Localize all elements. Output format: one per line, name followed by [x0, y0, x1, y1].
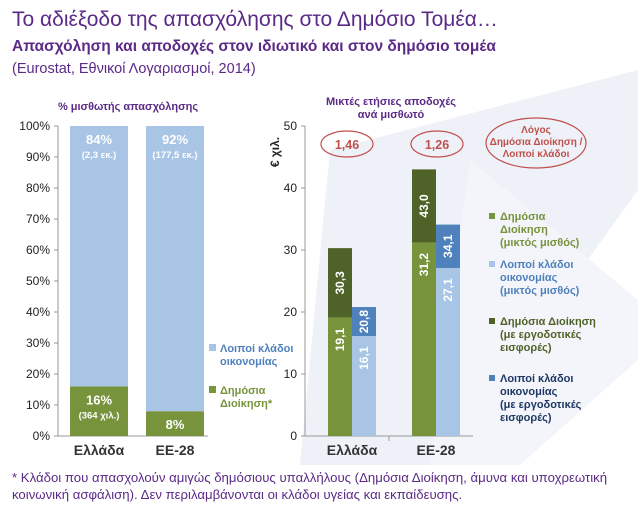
bar-segment [412, 169, 436, 243]
legend-label: Λοιποί κλάδοι [220, 343, 293, 355]
bar-segment [436, 224, 460, 268]
legend-label: οικονομίας [220, 356, 278, 368]
legend-label: Διοίκηση* [220, 398, 273, 410]
data-label: 84% [86, 132, 112, 147]
y-tick-label: 100% [19, 119, 50, 133]
bar-segment [328, 248, 352, 318]
y-tick-label: 60% [26, 243, 50, 257]
category-label: ΕΕ-28 [156, 442, 195, 458]
data-label: 20,8 [357, 310, 371, 334]
category-label: Ελλάδα [327, 442, 378, 458]
bar-segment [352, 307, 376, 337]
ratio-oval [320, 130, 374, 158]
ratio-legend-text: Λοιποί κλάδοι [503, 149, 570, 160]
y-tick-label: 50 [284, 119, 298, 133]
legend-label: Λοιποί κλάδοι [500, 373, 573, 385]
bar-segment [70, 386, 128, 436]
legend-swatch [489, 213, 495, 219]
bar-segment [352, 336, 376, 436]
y-tick-label: 40% [26, 305, 50, 319]
data-label: 43,0 [417, 194, 431, 218]
y-tick-label: 10% [26, 398, 50, 412]
y-tick-label: 30% [26, 336, 50, 350]
ratio-legend-oval [485, 117, 587, 169]
legend-label: Δημόσια [500, 211, 546, 223]
y-axis-label: € χιλ. [268, 137, 282, 167]
y-tick-label: 30 [284, 243, 298, 257]
bar-segment [146, 126, 204, 412]
page-title: Το αδιέξοδο της απασχόλησης στο Δημόσιο … [12, 8, 498, 31]
chart-title: % μισθωτής απασχόλησης [58, 101, 198, 113]
bar-segment [328, 317, 352, 436]
legend-label: Δημόσια [220, 385, 266, 397]
data-label: 8% [166, 417, 185, 432]
legend-swatch [489, 261, 495, 267]
legend-swatch [209, 386, 216, 393]
legend-label: (με εργοδοτικές [500, 329, 582, 341]
data-label: 92% [162, 132, 188, 147]
data-label: 34,1 [441, 234, 455, 258]
legend-label: (μικτός μισθός) [500, 285, 580, 297]
legend-swatch [209, 344, 216, 351]
legend-label: (με εργοδοτικές [500, 399, 582, 411]
chart-title-line: Μικτές ετήσιες αποδοχές [326, 96, 456, 108]
legend-label: Λοιποί κλάδοι [500, 259, 573, 271]
legend-label: οικονομίας [500, 386, 558, 398]
legend-label: οικονομίας [500, 272, 558, 284]
y-tick-label: 50% [26, 274, 50, 288]
category-label: Ελλάδα [74, 442, 125, 458]
legend-label: εισφορές) [500, 342, 552, 354]
data-label: 27,1 [441, 278, 455, 302]
source-note: (Eurostat, Εθνικοί Λογαριασμοί, 2014) [12, 61, 256, 77]
y-tick-label: 20% [26, 367, 50, 381]
page-subtitle: Απασχόληση και αποδοχές στον ιδιωτικό κα… [12, 38, 496, 55]
data-label: 19,1 [333, 328, 347, 352]
y-tick-label: 0 [290, 429, 297, 443]
legend-label: Διοίκηση [500, 224, 548, 236]
bar-segment [70, 126, 128, 387]
legend-label: Δημόσια Διοίκηση [500, 316, 596, 328]
bar-segment [146, 411, 204, 436]
y-tick-label: 70% [26, 212, 50, 226]
category-label: ΕΕ-28 [417, 442, 456, 458]
data-sublabel: (2,3 εκ.) [82, 150, 117, 161]
data-sublabel: (14,2 εκ.) [155, 435, 195, 446]
y-tick-label: 0% [33, 429, 51, 443]
ratio-value: 1,26 [425, 138, 449, 152]
y-tick-label: 80% [26, 181, 50, 195]
ratio-oval [410, 130, 464, 158]
legend-swatch [489, 375, 495, 381]
bar-segment [436, 267, 460, 436]
data-label: 16,1 [357, 346, 371, 370]
y-tick-label: 90% [26, 150, 50, 164]
legend-label: εισφορές) [500, 412, 552, 424]
data-sublabel: (177,5 εκ.) [152, 150, 197, 161]
data-label: 16% [86, 392, 112, 407]
y-tick-label: 10 [284, 367, 298, 381]
data-label: 30,3 [333, 271, 347, 295]
footnote: * Κλάδοι που απασχολούν αμιγώς δημόσιους… [12, 470, 608, 502]
employment-share-chart: % μισθωτής απασχόλησης 0% 10% 20% 30% 40% 50% 6… [19, 101, 293, 458]
data-label: 31,2 [417, 253, 431, 277]
data-sublabel: (364 χιλ.) [79, 410, 120, 421]
y-tick-label: 40 [284, 181, 298, 195]
legend-label: (μικτός μισθός) [500, 237, 580, 249]
ratio-legend-text: Δημόσια Διοίκηση / [490, 137, 583, 148]
y-tick-label: 20 [284, 305, 298, 319]
ratio-legend-text: Λόγος [521, 125, 551, 136]
legend-swatch [489, 318, 495, 324]
bar-segment [412, 242, 436, 436]
ratio-value: 1,46 [335, 138, 359, 152]
chart-title-line: ανά μισθωτό [358, 109, 425, 121]
